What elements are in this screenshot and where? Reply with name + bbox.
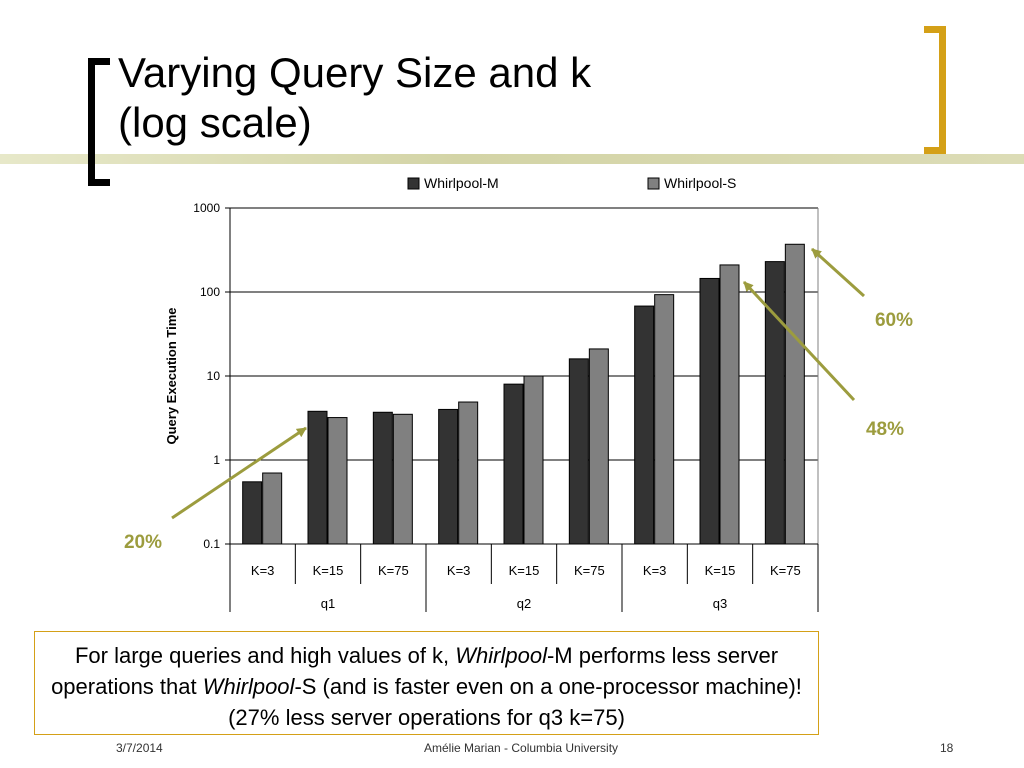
slide-title: Varying Query Size and k (log scale) [118,48,818,148]
footer-author: Amélie Marian - Columbia University [424,741,619,755]
y-tick-label: 1 [213,453,220,467]
legend-swatch-whirlpool-m [407,177,420,190]
y-tick-label: 0.1 [203,537,220,551]
y-tick-label: 1000 [193,201,220,215]
title-underline [0,154,1024,164]
x-tick-label: K=75 [770,563,801,578]
title-line-1: Varying Query Size and k [118,49,592,96]
bar-whirlpool-s [262,472,283,545]
x-tick-label: K=3 [447,563,471,578]
note-text-5: -S (and is faster even on a one-processo… [228,674,802,730]
x-tick-label: K=3 [643,563,667,578]
bar-whirlpool-s [523,375,544,545]
legend-label: Whirlpool-M [424,175,499,191]
annotation-arrow [742,280,856,402]
group-label: q1 [321,596,335,611]
footer-date: 3/7/2014 [116,741,163,755]
title-line-2: (log scale) [118,99,312,146]
bar-whirlpool-s [392,413,413,545]
bar-whirlpool-m [242,481,263,545]
annotation-arrow [171,426,307,520]
bar-whirlpool-m [699,277,720,545]
annotation-label: 60% [875,310,913,331]
bar-whirlpool-s [654,294,675,545]
legend-swatch-whirlpool-s [647,177,660,190]
y-tick-label: 100 [200,285,220,299]
annotation-arrow [810,247,866,298]
bar-whirlpool-m [764,261,785,545]
y-axis-title: Query Execution Time [164,307,179,444]
bar-whirlpool-m [568,358,589,545]
note-text-2: Whirlpool [455,643,547,668]
group-label: q2 [517,596,531,611]
note-text-3: -M performs less server operations that [51,643,779,699]
bar-whirlpool-s [327,417,348,545]
x-tick-label: K=15 [509,563,540,578]
bar-whirlpool-s [719,264,740,545]
left-bracket-decoration [88,58,110,186]
bar-chart: 0.1 1 10 100 1000 K=3 K=15 K=75 K=3 K=15 K=75 K=3 K=… [124,175,913,612]
annotation-label: 20% [124,532,162,553]
x-tick-label: K=15 [313,563,344,578]
bar-whirlpool-s [588,348,609,545]
bar-whirlpool-m [307,410,328,545]
note-text-1: For large queries and high values of k, [74,643,456,668]
bar-whirlpool-m [438,408,459,545]
bar-whirlpool-s [458,401,479,545]
annotation-label: 48% [866,419,904,440]
x-tick-label: K=75 [574,563,605,578]
bar-whirlpool-m [634,305,655,545]
note-text-4: Whirlpool [202,674,295,699]
conclusion-note: For large queries and high values of k, … [34,631,819,735]
x-tick-label: K=75 [378,563,409,578]
y-tick-label: 10 [207,369,221,383]
x-tick-label: K=3 [251,563,275,578]
group-label: q3 [713,596,727,611]
legend-label: Whirlpool-S [664,175,736,191]
footer-page-number: 18 [940,741,954,755]
right-bracket-decoration [924,26,946,154]
x-tick-label: K=15 [705,563,736,578]
bar-whirlpool-s [784,243,805,545]
bar-whirlpool-m [503,383,524,545]
bar-whirlpool-m [372,411,393,545]
